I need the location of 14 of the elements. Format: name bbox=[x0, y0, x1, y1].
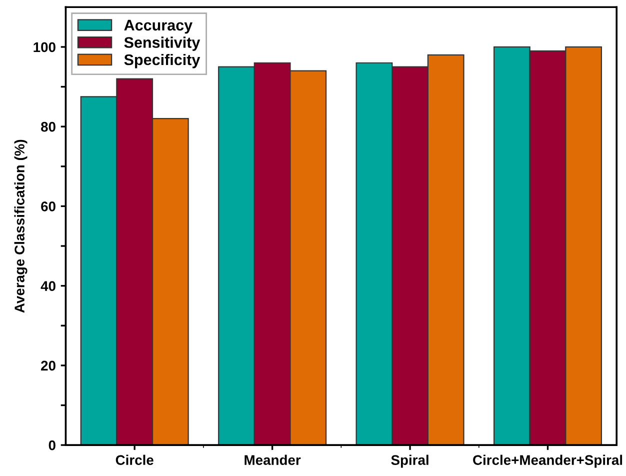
y-tick-label: 20 bbox=[41, 360, 56, 371]
y-tick-label: 80 bbox=[41, 122, 56, 132]
x-tick-label: Circle+Meander+Spiral bbox=[473, 454, 622, 468]
y-tick-label: 60 bbox=[41, 202, 56, 212]
y-tick-label: 40 bbox=[40, 281, 56, 291]
y-tick-label: 100 bbox=[34, 42, 56, 52]
legend-label: Sensitivity bbox=[124, 36, 200, 51]
legend-label: Specificity bbox=[124, 54, 200, 68]
x-tick-label: Spiral bbox=[391, 454, 428, 468]
x-tick-label: Circle bbox=[116, 454, 154, 465]
legend-label: Accuracy bbox=[124, 20, 192, 34]
x-tick-label: Meander bbox=[244, 454, 301, 465]
y-tick-label: 0 bbox=[48, 440, 56, 450]
y-axis-title: Average Classification (%) bbox=[14, 140, 28, 313]
